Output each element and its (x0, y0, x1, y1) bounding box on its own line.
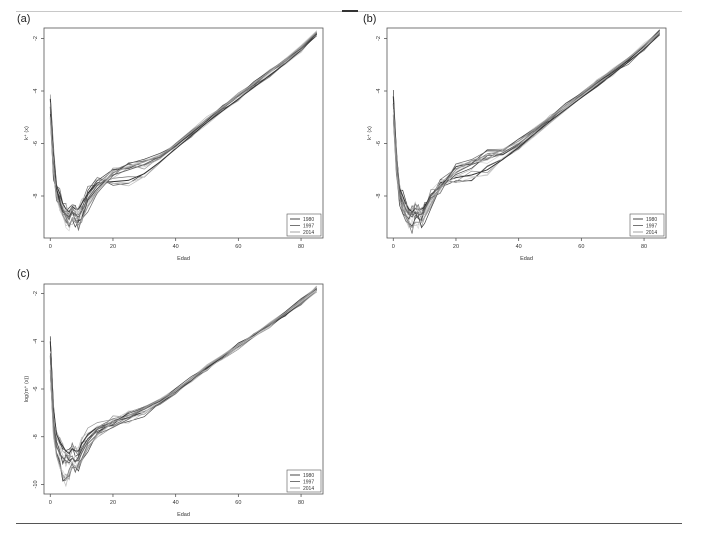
x-tick-label: 60 (578, 244, 584, 250)
legend-label: 1997 (303, 479, 314, 485)
legend-label: 2014 (303, 486, 314, 492)
series-line-2014 (49, 30, 317, 230)
x-tick-label: 40 (173, 500, 179, 506)
series-line-1997 (49, 288, 318, 464)
y-tick-label: -10 (33, 480, 39, 488)
series-line-1997 (392, 31, 660, 221)
series-line-1980 (392, 32, 660, 215)
legend-box (286, 213, 322, 237)
legend-label: 1980 (646, 217, 657, 223)
series-line-1980 (49, 34, 318, 213)
y-tick-label: -2 (376, 36, 382, 41)
x-tick-label: 60 (235, 244, 241, 250)
series-line-1997 (392, 32, 661, 218)
series-line-1980 (392, 33, 660, 217)
x-axis-label: Edad (177, 512, 190, 518)
legend-box (629, 213, 665, 237)
legend-label: 2014 (646, 230, 657, 236)
plot-frame (43, 27, 324, 239)
panel-label-a: (a) (17, 13, 31, 25)
y-tick-label: -4 (376, 89, 382, 94)
series-line-2014 (49, 30, 317, 232)
series-line-1980 (392, 32, 660, 217)
series-line-1997 (49, 32, 318, 221)
panel-label-c: (c) (17, 268, 30, 280)
y-tick-label: -6 (33, 387, 39, 392)
x-tick-label: 0 (49, 500, 52, 506)
series-line-2014 (49, 31, 318, 226)
x-tick-label: 40 (516, 244, 522, 250)
series-1997 (49, 30, 318, 224)
series-line-1980 (49, 289, 318, 455)
legend-label: 1997 (303, 223, 314, 229)
legend-box (286, 469, 322, 493)
y-axis-label: log(m⁺ (x)) (23, 376, 30, 403)
series-line-1980 (49, 291, 317, 456)
legend-label: 1980 (303, 217, 314, 223)
y-tick-label: -8 (33, 434, 39, 439)
series-2014 (49, 285, 318, 488)
series-line-1997 (392, 30, 660, 220)
series-1980 (49, 287, 318, 461)
x-axis-label: Edad (520, 256, 533, 262)
x-tick-label: 80 (298, 244, 304, 250)
series-line-1980 (49, 32, 317, 217)
x-axis-label: Edad (177, 256, 190, 262)
series-line-2014 (49, 289, 317, 478)
x-tick-label: 20 (110, 244, 116, 250)
series-2014 (49, 30, 318, 232)
series-1997 (49, 287, 318, 468)
panel-label-b: (b) (363, 13, 377, 25)
series-line-1980 (392, 33, 660, 216)
x-tick-label: 80 (298, 500, 304, 506)
plot-frame (386, 27, 667, 239)
series-1997 (392, 30, 661, 224)
series-line-1997 (49, 33, 317, 222)
series-line-2014 (392, 31, 661, 229)
series-line-2014 (49, 287, 318, 481)
chart-panel-c: 0 20 40 60 80 -2 -4 -6 -8 -10 Edad log(m⁺ (x)) 19801… (23, 283, 324, 518)
series-line-1980 (49, 289, 317, 457)
y-tick-label: -2 (33, 291, 39, 296)
series-line-1980 (49, 287, 317, 456)
series-line-1997 (49, 289, 317, 467)
series-line-1997 (392, 34, 660, 221)
x-tick-label: 60 (235, 500, 241, 506)
y-axis-label: k⁺ (x) (366, 126, 373, 140)
y-tick-label: -6 (376, 141, 382, 146)
x-tick-label: 20 (110, 500, 116, 506)
x-tick-label: 40 (173, 244, 179, 250)
series-1980 (392, 32, 661, 217)
series-line-1997 (49, 290, 317, 468)
series-line-1980 (49, 35, 317, 216)
y-tick-label: -2 (33, 36, 39, 41)
x-tick-label: 0 (392, 244, 395, 250)
x-tick-label: 0 (49, 244, 52, 250)
y-tick-label: -8 (376, 194, 382, 199)
series-line-1980 (392, 34, 661, 213)
y-axis-label: k⁺ (x) (23, 126, 30, 140)
top-rule-mark (342, 10, 358, 12)
legend-label: 2014 (303, 230, 314, 236)
y-tick-label: -4 (33, 89, 39, 94)
x-tick-label: 80 (641, 244, 647, 250)
legend-label: 1997 (646, 223, 657, 229)
y-tick-label: -8 (33, 194, 39, 199)
series-2014 (392, 29, 661, 234)
y-tick-label: -4 (33, 339, 39, 344)
y-tick-label: -6 (33, 141, 39, 146)
legend-label: 1980 (303, 473, 314, 479)
series-line-2014 (49, 32, 317, 232)
x-tick-label: 20 (453, 244, 459, 250)
bottom-rule (16, 523, 682, 524)
